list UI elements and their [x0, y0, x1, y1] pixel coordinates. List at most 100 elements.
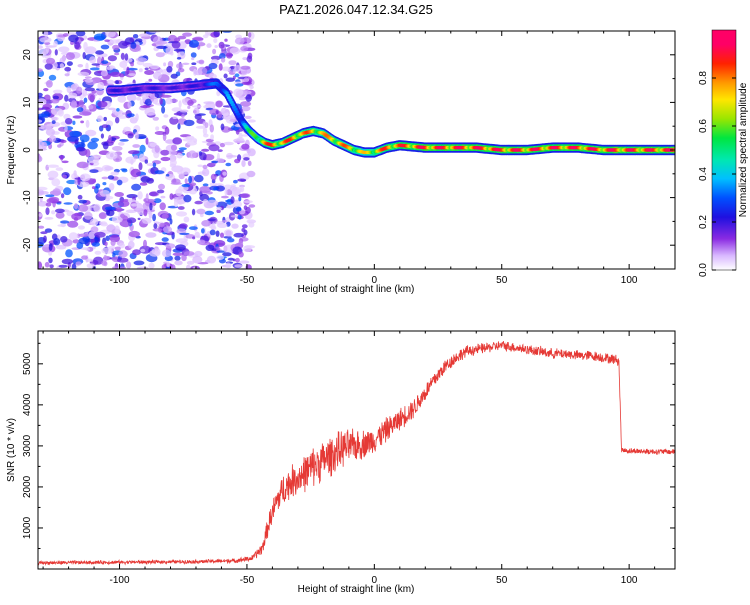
noise-blob: [183, 216, 190, 223]
noise-blob: [69, 130, 81, 138]
y-tick-label: 20: [22, 49, 33, 61]
noise-blob: [45, 194, 55, 198]
noise-blob: [104, 166, 114, 171]
noise-blob: [59, 63, 64, 69]
noise-blob: [43, 235, 47, 243]
noise-blob: [244, 115, 252, 119]
noise-blob: [211, 160, 219, 164]
noise-blob: [137, 191, 143, 200]
noise-blob: [216, 250, 226, 253]
y-tick-label: 2000: [22, 475, 33, 498]
noise-blob: [65, 118, 73, 125]
noise-blob: [51, 116, 59, 121]
noise-blob: [72, 120, 76, 126]
noise-blob: [236, 137, 244, 142]
noise-blob: [142, 217, 152, 224]
noise-blob: [234, 264, 243, 268]
noise-blob: [226, 205, 234, 209]
snr-y-label: SNR (10 * v/v): [6, 418, 17, 482]
noise-blob: [186, 140, 197, 146]
spectrogram-marks: [38, 31, 675, 269]
noise-blob: [38, 98, 47, 106]
noise-blob: [243, 245, 252, 253]
noise-blob: [90, 226, 99, 234]
noise-blob: [126, 66, 130, 75]
noise-blob: [176, 57, 182, 60]
noise-blob: [167, 60, 174, 68]
noise-blob: [40, 231, 48, 235]
noise-blob: [117, 200, 130, 208]
noise-blob: [234, 37, 245, 45]
noise-blob: [176, 228, 187, 235]
noise-blob: [101, 247, 113, 254]
noise-blob: [166, 66, 173, 73]
noise-blob: [144, 98, 152, 106]
noise-blob: [74, 139, 79, 145]
noise-blob: [44, 261, 50, 268]
noise-blob: [77, 176, 81, 186]
noise-blob: [91, 242, 100, 247]
noise-blob: [86, 263, 95, 269]
noise-blob: [136, 97, 142, 101]
noise-blob: [108, 183, 115, 191]
noise-blob: [38, 141, 45, 148]
noise-blob: [220, 107, 228, 115]
noise-blob: [89, 56, 97, 64]
noise-blob: [162, 133, 167, 142]
noise-blob: [53, 238, 61, 246]
noise-blob: [55, 208, 65, 213]
noise-blob: [241, 134, 249, 137]
noise-blob: [148, 191, 158, 197]
noise-blob: [170, 264, 176, 269]
noise-blob: [101, 176, 109, 180]
noise-blob: [100, 44, 110, 50]
noise-blob: [79, 111, 92, 116]
x-tick-label: 0: [372, 275, 378, 286]
noise-blob: [101, 60, 109, 65]
noise-blob: [68, 34, 79, 43]
noise-blob: [225, 230, 232, 237]
noise-blob: [209, 124, 214, 133]
noise-blob: [247, 119, 256, 123]
noise-blob: [155, 52, 165, 58]
noise-blob: [240, 186, 245, 193]
noise-blob: [51, 178, 61, 187]
noise-blob: [72, 115, 83, 119]
noise-blob: [132, 249, 141, 256]
noise-blob: [156, 45, 168, 50]
noise-blob: [240, 193, 251, 199]
noise-blob: [58, 264, 68, 268]
noise-blob: [226, 155, 238, 158]
noise-blob: [218, 41, 225, 49]
noise-blob: [149, 202, 153, 211]
noise-blob: [43, 31, 49, 38]
noise-blob: [234, 73, 240, 78]
noise-blob: [230, 196, 235, 204]
x-tick-label: 100: [621, 575, 638, 586]
noise-blob: [135, 57, 148, 62]
noise-blob: [228, 60, 237, 66]
noise-blob: [55, 244, 67, 250]
noise-blob: [112, 146, 123, 151]
noise-blob: [140, 105, 151, 109]
noise-blob: [221, 66, 231, 72]
noise-blob: [240, 67, 249, 76]
noise-blob: [84, 46, 97, 55]
noise-blob: [219, 53, 226, 60]
noise-blob: [181, 183, 191, 188]
noise-blob: [248, 221, 255, 228]
noise-blob: [76, 86, 83, 94]
noise-blob: [246, 55, 253, 63]
colorbar: 0.0 0.2 0.4 0.6 0.8 Normalized spectral ampl…: [698, 29, 749, 277]
noise-blob: [165, 243, 176, 249]
noise-blob: [143, 92, 153, 97]
noise-blob: [137, 217, 141, 221]
noise-blob: [194, 200, 203, 205]
noise-blob: [97, 101, 108, 108]
noise-blob: [46, 45, 50, 54]
snr-x-label: Height of straight line (km): [298, 584, 415, 595]
noise-blob: [146, 177, 155, 184]
noise-blob: [57, 224, 66, 227]
noise-blob: [46, 123, 57, 127]
noise-blob: [170, 73, 178, 79]
